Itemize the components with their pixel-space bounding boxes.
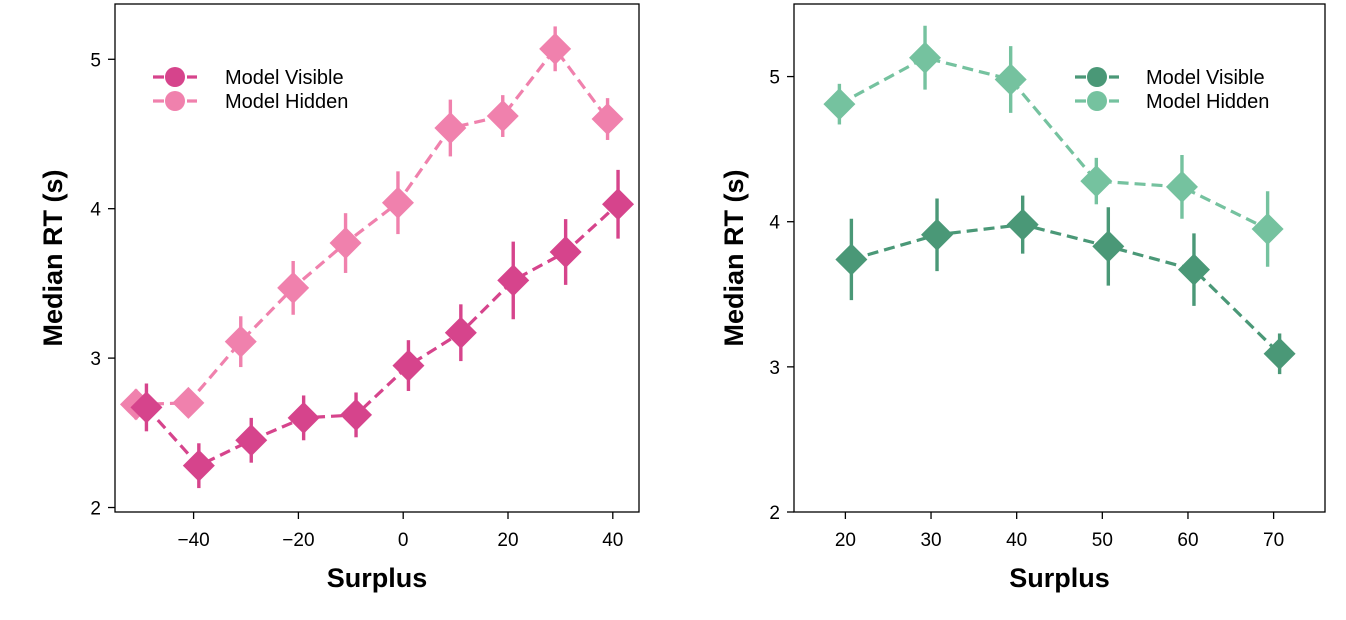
y-tick-label: 5 — [90, 50, 101, 71]
data-point — [591, 103, 624, 136]
data-point — [549, 236, 582, 269]
x-tick-label: 70 — [1263, 530, 1284, 551]
y-axis-label: Median RT (s) — [719, 169, 749, 346]
data-point — [287, 401, 320, 434]
y-tick-label: 2 — [769, 503, 780, 524]
y-axis-label: Median RT (s) — [38, 169, 68, 346]
data-point — [381, 186, 414, 219]
legend-marker — [165, 91, 185, 111]
data-point — [602, 188, 635, 221]
data-point — [235, 424, 268, 457]
data-point — [486, 100, 519, 133]
x-tick-label: 50 — [1092, 530, 1113, 551]
y-tick-label: 5 — [769, 68, 780, 89]
data-point — [224, 325, 257, 358]
y-tick-label: 4 — [90, 200, 101, 221]
chart-left: −40 −20 0 20 40 2 3 4 5 Surplus Median RT (s) Model… — [38, 3, 640, 593]
data-point — [539, 32, 572, 65]
data-point — [434, 112, 467, 145]
y-tick-label: 4 — [769, 213, 780, 234]
data-point — [1177, 253, 1210, 286]
series-model-visible — [835, 195, 1296, 375]
data-point — [1006, 208, 1039, 241]
series-line — [850, 222, 1281, 355]
data-point — [392, 349, 425, 382]
x-tick-label: −40 — [177, 530, 209, 551]
y-tick-label: 3 — [769, 358, 780, 379]
x-axis-label: Surplus — [1009, 563, 1110, 593]
plot-frame — [114, 3, 640, 513]
data-point — [340, 398, 373, 431]
data-point — [909, 41, 942, 74]
data-point — [994, 63, 1027, 96]
legend-marker — [1087, 91, 1107, 111]
series-model-hidden — [823, 25, 1284, 267]
legend-label: Model Hidden — [225, 91, 348, 113]
data-point — [130, 391, 163, 424]
x-tick-label: 0 — [398, 530, 409, 551]
data-point — [1165, 170, 1198, 203]
data-point — [497, 264, 530, 297]
y-tick-label: 2 — [90, 499, 101, 520]
data-point — [1263, 337, 1296, 370]
legend-marker — [165, 67, 185, 87]
data-point — [182, 449, 215, 482]
legend-marker — [1087, 67, 1107, 87]
x-tick-label: −20 — [282, 530, 314, 551]
legend-label: Model Visible — [225, 67, 344, 89]
x-tick-label: 30 — [920, 530, 941, 551]
series-model-visible — [130, 169, 635, 489]
data-point — [1092, 230, 1125, 263]
series-line — [145, 203, 620, 468]
data-point — [329, 227, 362, 260]
x-axis-label: Surplus — [327, 563, 428, 593]
legend-label: Model Visible — [1146, 67, 1265, 89]
chart-right: 20 30 40 50 60 70 2 3 4 5 Surplus Median RT (s) Mode… — [719, 3, 1326, 593]
data-point — [823, 88, 856, 121]
x-tick-label: 20 — [835, 530, 856, 551]
data-point — [1251, 212, 1284, 245]
data-point — [835, 243, 868, 276]
data-point — [172, 386, 205, 419]
data-point — [444, 316, 477, 349]
x-tick-label: 60 — [1177, 530, 1198, 551]
x-tick-label: 40 — [602, 530, 623, 551]
plot-frame — [793, 3, 1326, 513]
y-tick-label: 3 — [90, 349, 101, 370]
legend-label: Model Hidden — [1146, 91, 1269, 113]
x-tick-label: 20 — [497, 530, 518, 551]
x-tick-label: 40 — [1006, 530, 1027, 551]
data-point — [921, 218, 954, 251]
series-model-hidden — [119, 26, 624, 421]
series-line — [135, 46, 609, 407]
data-point — [277, 271, 310, 304]
data-point — [1080, 165, 1113, 198]
